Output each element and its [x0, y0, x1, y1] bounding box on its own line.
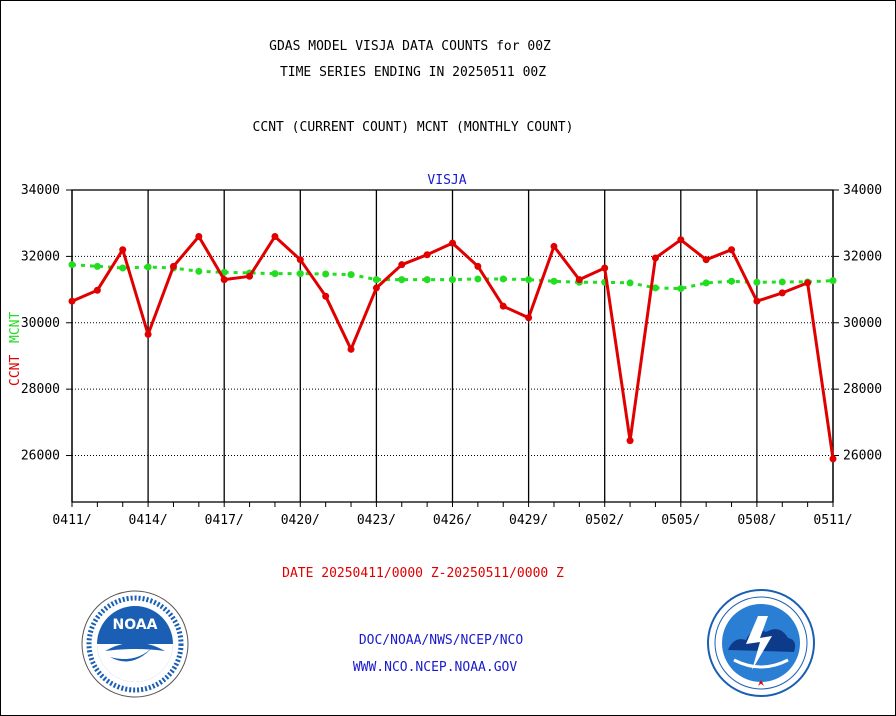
- data-point-ccnt: [702, 256, 710, 264]
- data-point-mcnt: [499, 275, 507, 283]
- data-point-mcnt: [296, 270, 304, 278]
- title-line-1: GDAS MODEL VISJA DATA COUNTS for 00Z: [269, 39, 551, 54]
- data-point-mcnt: [753, 278, 761, 286]
- data-point-ccnt: [347, 345, 355, 353]
- data-point-ccnt: [271, 232, 279, 240]
- data-point-ccnt: [322, 292, 330, 300]
- y-tick-label-right: 28000: [843, 382, 882, 397]
- data-point-ccnt: [829, 455, 837, 463]
- data-point-ccnt: [423, 251, 431, 259]
- x-tick-label: 0505/: [661, 513, 700, 528]
- y-tick-label-right: 34000: [843, 183, 882, 198]
- data-point-ccnt: [169, 262, 177, 270]
- x-tick-label: 0508/: [737, 513, 776, 528]
- chart-title: VISJA: [427, 173, 466, 188]
- x-tick-label: 0426/: [433, 513, 472, 528]
- data-point-mcnt: [626, 279, 634, 287]
- x-tick-label: 0511/: [813, 513, 852, 528]
- data-point-ccnt: [550, 242, 558, 250]
- data-point-ccnt: [499, 302, 507, 310]
- data-point-mcnt: [271, 270, 279, 278]
- noaa-logo: NOAA: [81, 590, 189, 698]
- data-point-mcnt: [449, 276, 456, 284]
- data-point-ccnt: [728, 246, 736, 254]
- data-point-ccnt: [525, 314, 533, 322]
- data-point-mcnt: [651, 284, 659, 292]
- y-tick-label-right: 30000: [843, 316, 882, 331]
- y-tick-label-left: 28000: [21, 382, 60, 397]
- data-point-mcnt: [778, 278, 786, 286]
- nco-website-link[interactable]: WWW.NCO.NCEP.NOAA.GOV: [352, 660, 518, 675]
- chart-axes: 0411/0414/0417/0420/0423/0426/0429/0502/…: [21, 183, 882, 528]
- x-tick-label: 0417/: [205, 513, 244, 528]
- x-tick-label: 0420/: [281, 513, 320, 528]
- x-tick-label: 0502/: [585, 513, 624, 528]
- x-tick-label: 0414/: [129, 513, 168, 528]
- data-point-ccnt: [68, 297, 76, 305]
- data-point-mcnt: [93, 262, 101, 270]
- nws-logo: [707, 589, 815, 697]
- data-point-mcnt: [702, 279, 710, 287]
- data-point-mcnt: [347, 271, 355, 279]
- data-point-ccnt: [372, 284, 380, 292]
- data-point-ccnt: [474, 262, 482, 270]
- y-tick-label-right: 26000: [843, 449, 882, 464]
- data-point-ccnt: [575, 276, 583, 284]
- data-point-ccnt: [778, 289, 786, 297]
- noaa-logo-text: NOAA: [113, 617, 158, 633]
- chart-series: [68, 232, 837, 463]
- data-point-mcnt: [550, 277, 558, 285]
- data-point-mcnt: [195, 267, 203, 275]
- legend-line: CCNT (CURRENT COUNT) MCNT (MONTHLY COUNT…: [252, 120, 574, 135]
- data-point-ccnt: [677, 236, 685, 244]
- data-point-mcnt: [398, 276, 406, 284]
- data-point-mcnt: [829, 277, 837, 285]
- x-tick-label: 0429/: [509, 513, 548, 528]
- y-tick-label-left: 34000: [21, 183, 60, 198]
- data-point-ccnt: [804, 279, 812, 287]
- data-point-mcnt: [677, 285, 685, 293]
- data-point-ccnt: [220, 276, 228, 284]
- y-tick-label-left: 32000: [21, 249, 60, 264]
- plot-border: [71, 189, 834, 503]
- data-point-ccnt: [601, 264, 609, 272]
- doc-noaa-link[interactable]: DOC/NOAA/NWS/NCEP/NCO: [358, 633, 524, 648]
- y-axis-label-ccnt: CCNT: [8, 355, 23, 386]
- y-tick-label-right: 32000: [843, 249, 882, 264]
- data-point-ccnt: [398, 261, 406, 269]
- data-point-mcnt: [322, 270, 330, 278]
- data-point-mcnt: [525, 276, 533, 284]
- data-point-mcnt: [474, 275, 482, 283]
- data-point-mcnt: [372, 276, 380, 284]
- data-point-ccnt: [144, 330, 152, 338]
- data-point-mcnt: [68, 261, 76, 269]
- data-point-ccnt: [753, 297, 761, 305]
- data-point-ccnt: [449, 239, 456, 247]
- data-point-ccnt: [246, 272, 254, 280]
- data-point-ccnt: [93, 286, 101, 294]
- x-tick-label: 0411/: [52, 513, 91, 528]
- data-point-mcnt: [728, 277, 736, 285]
- title-line-2: TIME SERIES ENDING IN 20250511 00Z: [279, 65, 547, 80]
- x-tick-label: 0423/: [357, 513, 396, 528]
- data-point-ccnt: [651, 254, 659, 262]
- y-tick-label-left: 30000: [21, 316, 60, 331]
- y-tick-label-left: 26000: [21, 449, 60, 464]
- data-point-ccnt: [119, 246, 127, 254]
- y-axis-label-mcnt: MCNT: [8, 312, 23, 343]
- date-range-label: DATE 20250411/0000 Z-20250511/0000 Z: [282, 566, 564, 581]
- data-point-mcnt: [119, 264, 127, 272]
- data-point-ccnt: [626, 437, 634, 445]
- data-point-mcnt: [423, 276, 431, 284]
- chart-grid: [71, 190, 834, 502]
- data-point-ccnt: [296, 256, 304, 264]
- data-point-mcnt: [144, 263, 152, 271]
- data-point-ccnt: [195, 232, 203, 240]
